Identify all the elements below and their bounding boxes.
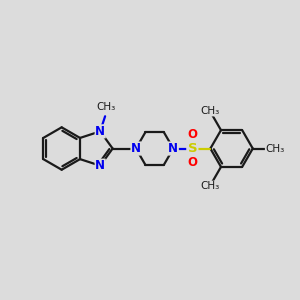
Text: CH₃: CH₃ <box>200 181 220 191</box>
Text: N: N <box>95 159 105 172</box>
Text: O: O <box>188 156 197 169</box>
Text: CH₃: CH₃ <box>96 102 115 112</box>
Text: S: S <box>188 142 197 155</box>
Text: N: N <box>131 142 141 155</box>
Text: CH₃: CH₃ <box>266 143 285 154</box>
Text: O: O <box>188 128 197 141</box>
Text: N: N <box>95 125 105 138</box>
Text: N: N <box>168 142 178 155</box>
Text: CH₃: CH₃ <box>200 106 220 116</box>
